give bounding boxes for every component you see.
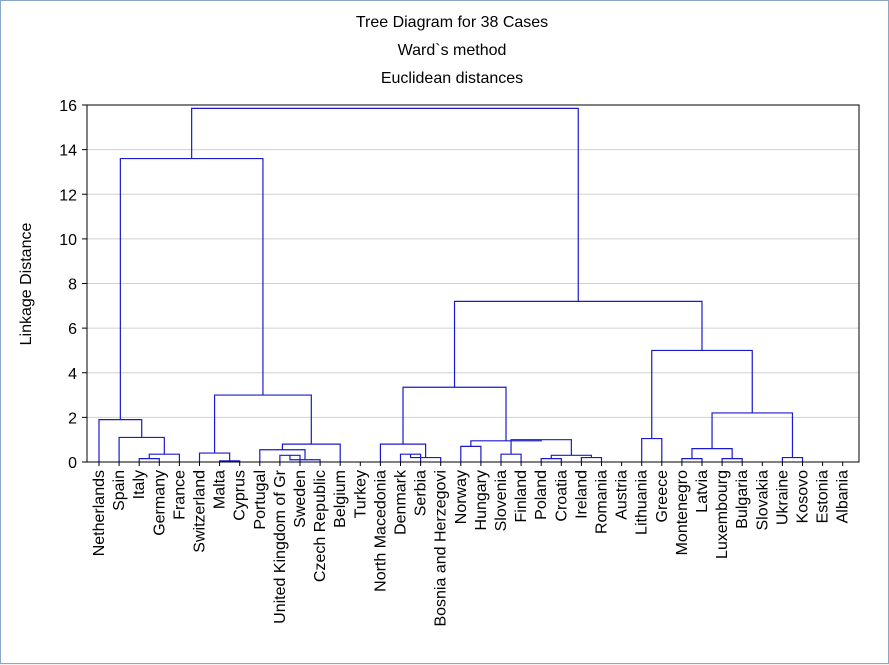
leaf-label: Bosnia and Herzegovi: [433, 470, 450, 627]
leaf-label: Albania: [835, 470, 852, 523]
merge-link: [453, 300, 703, 388]
chart-subtitle-2: Euclidean distances: [381, 70, 523, 87]
leaf-label: Finland: [513, 470, 530, 522]
merge-link: [681, 458, 703, 462]
y-tick-label: 0: [68, 455, 77, 472]
merge-link: [580, 456, 603, 462]
y-tick-label: 6: [68, 321, 77, 338]
merge-link: [500, 453, 522, 462]
leaf-label: Portugal: [252, 470, 269, 530]
leaf-label: Denmark: [393, 469, 410, 535]
leaf-label: Latvia: [694, 470, 711, 513]
leaf-label: Estonia: [815, 470, 832, 523]
leaf-label: Slovenia: [493, 470, 510, 531]
leaf-label: Lithuania: [634, 470, 651, 535]
merge-link: [510, 439, 572, 456]
y-tick-label: 12: [59, 187, 77, 204]
leaf-label: Turkey: [352, 470, 369, 518]
merge-link: [721, 458, 743, 462]
merge-link: [540, 458, 562, 462]
leaf-label: Cyprus: [232, 470, 249, 521]
leaf-label: Luxembourg: [714, 470, 731, 559]
leaf-label: Czech Republic: [312, 470, 329, 582]
merge-link: [691, 448, 733, 459]
leaf-label: Poland: [533, 470, 550, 520]
y-tick-layer: 0 2 4 6 8 10 12 14 16: [59, 98, 87, 472]
leaf-label: North Macedonia: [372, 470, 389, 592]
leaf-label: Bulgaria: [734, 470, 751, 529]
merge-link: [213, 394, 312, 454]
leaf-label: France: [171, 470, 188, 520]
leaf-label: Montenegro: [674, 470, 691, 555]
merge-link: [641, 437, 663, 462]
y-tick-label: 2: [68, 410, 77, 427]
dendrogram-tree: [98, 107, 804, 462]
merge-link: [289, 455, 321, 462]
y-tick-label: 14: [59, 143, 77, 160]
y-tick-label: 16: [59, 98, 77, 115]
merge-link: [402, 386, 507, 445]
merge-link: [409, 454, 442, 462]
leaf-label: Norway: [453, 470, 470, 524]
merge-link: [651, 349, 753, 439]
leaf-label: Spain: [111, 470, 128, 511]
leaf-label: Slovakia: [754, 470, 771, 531]
leaf-label: Austria: [614, 470, 631, 520]
y-tick-label: 8: [68, 277, 77, 294]
merge-link: [148, 453, 180, 462]
leaf-labels: Netherlands Spain Italy Germany France Switze…: [91, 462, 852, 627]
y-tick-label: 10: [59, 232, 77, 249]
merge-link: [191, 107, 579, 302]
y-axis-title: Linkage Distance: [18, 223, 35, 346]
merge-link: [98, 419, 143, 462]
leaf-label: Sweden: [292, 470, 309, 528]
merge-link: [711, 412, 794, 458]
leaf-label: Kosovo: [795, 470, 812, 523]
leaf-label: Croatia: [553, 470, 570, 522]
leaf-label: Belgium: [332, 470, 349, 528]
chart-title: Tree Diagram for 38 Cases: [356, 14, 548, 31]
y-tick-label: 4: [68, 366, 77, 383]
leaf-label: Italy: [131, 470, 148, 499]
leaf-label: Netherlands: [91, 470, 108, 556]
merge-link: [279, 454, 301, 462]
plot-frame: [86, 104, 860, 463]
merge-link: [781, 456, 804, 462]
merge-link: [119, 157, 264, 420]
leaf-label: Serbia: [413, 470, 430, 516]
leaf-label: Greece: [654, 470, 671, 523]
leaf-label: Hungary: [473, 470, 490, 530]
chart-subtitle: Ward`s method: [398, 42, 507, 59]
leaf-label: Germany: [151, 470, 168, 536]
leaf-label: United Kingdom of Gr: [272, 469, 289, 624]
leaf-label: Switzerland: [192, 470, 209, 553]
leaf-label: Ireland: [573, 470, 590, 519]
grid-layer: [87, 149, 859, 418]
leaf-label: Malta: [212, 470, 229, 509]
merge-link: [138, 458, 160, 462]
leaf-label: Romania: [594, 470, 611, 534]
leaf-label: Ukraine: [774, 470, 791, 525]
merge-link: [379, 443, 427, 462]
merge-link: [460, 445, 482, 462]
